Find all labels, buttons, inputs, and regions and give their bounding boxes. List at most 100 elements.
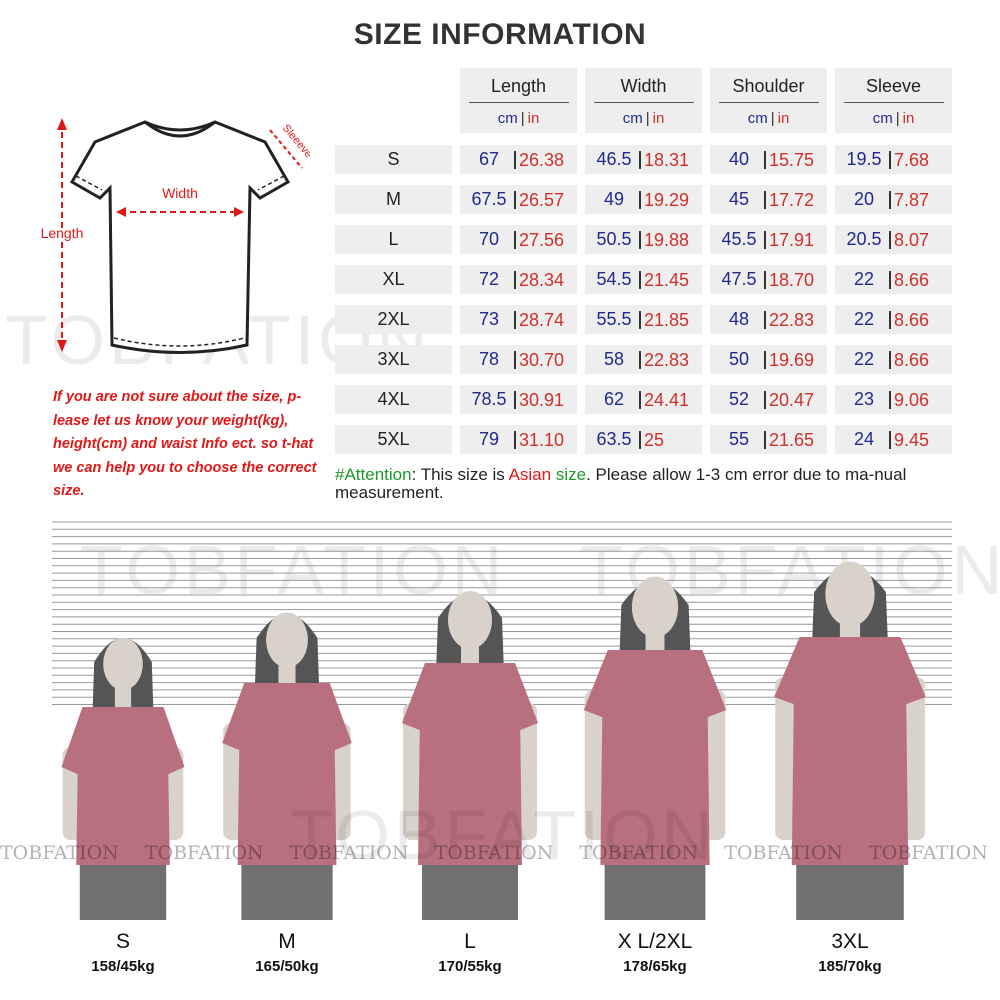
figure-label: L 170/55kg [390, 930, 550, 975]
figure-stats: 165/50kg [255, 958, 319, 975]
in-value: 8.66 [889, 350, 948, 369]
figure-stats: 178/65kg [623, 958, 687, 975]
cm-value: 52 [728, 388, 750, 409]
in-value: 17.72 [764, 190, 823, 209]
in-value: 21.65 [764, 430, 823, 449]
table-cell: 40 15.75 [710, 145, 827, 174]
model-figures [61, 561, 926, 920]
in-value: 19.88 [639, 230, 698, 249]
in-value: 25 [639, 430, 698, 449]
in-value: 20.47 [764, 390, 823, 409]
cm-value: 72 [478, 268, 500, 289]
size-label: 4XL [335, 385, 452, 414]
table-cell: 50.5 19.88 [585, 225, 702, 254]
cm-value: 50 [728, 348, 750, 369]
in-value: 8.07 [889, 230, 948, 249]
cm-value: 47.5 [721, 268, 757, 289]
in-value: 17.91 [764, 230, 823, 249]
model-figure [583, 576, 727, 920]
watermark-row: TOBFATION TOBFATION TOBFATION TOBFATION … [0, 842, 1000, 864]
cm-value: 20.5 [846, 228, 882, 249]
size-label: L [335, 225, 452, 254]
in-value: 28.34 [514, 270, 573, 289]
size-label: 5XL [335, 425, 452, 454]
attention-text: . Please allow 1-3 cm error due to ma-nu… [335, 465, 907, 502]
cm-value: 22 [853, 308, 875, 329]
size-help-note: If you are not sure about the size, p-le… [53, 389, 317, 499]
table-cell: 23 9.06 [835, 385, 952, 414]
length-label: Length [41, 225, 84, 241]
cm-value: 55.5 [596, 308, 632, 329]
in-value: 19.69 [764, 350, 823, 369]
table-cell: 54.5 21.45 [585, 265, 702, 294]
table-cell: 52 20.47 [710, 385, 827, 414]
in-unit: in [652, 110, 665, 127]
figure-stats: 185/70kg [818, 958, 882, 975]
model-figure [402, 591, 538, 920]
cm-value: 23 [853, 388, 875, 409]
size-label: XL [335, 265, 452, 294]
in-value: 9.45 [889, 430, 948, 449]
table-cell: 73 28.74 [460, 305, 577, 334]
in-value: 7.87 [889, 190, 948, 209]
column-name: Shoulder [718, 76, 819, 103]
column-name: Length [468, 76, 569, 103]
column-header-sleeve: Sleeve cm | in [835, 68, 952, 133]
table-cell: 58 22.83 [585, 345, 702, 374]
in-value: 8.66 [889, 310, 948, 329]
table-cell: 55 21.65 [710, 425, 827, 454]
figure-size: S [115, 930, 130, 953]
table-cell: 49 19.29 [585, 185, 702, 214]
size-label: 3XL [335, 345, 452, 374]
in-value: 9.06 [889, 390, 948, 409]
in-value: 22.83 [639, 350, 698, 369]
table-cell: 45.5 17.91 [710, 225, 827, 254]
in-value: 30.91 [514, 390, 573, 409]
in-unit: in [527, 110, 540, 127]
in-unit: in [902, 110, 915, 127]
cm-value: 46.5 [596, 148, 632, 169]
table-cell: 24 9.45 [835, 425, 952, 454]
cm-value: 48 [728, 308, 750, 329]
figure-size: 3XL [831, 930, 869, 953]
attention-text: : This size is [411, 465, 509, 484]
table-cell: 22 8.66 [835, 265, 952, 294]
table-cell: 20.5 8.07 [835, 225, 952, 254]
in-value: 26.38 [514, 150, 573, 169]
watermark: TOBFATION [290, 796, 717, 874]
table-cell: 45 17.72 [710, 185, 827, 214]
figure-label: M 165/50kg [207, 930, 367, 975]
cm-value: 67.5 [471, 188, 507, 209]
model-figure [222, 612, 352, 920]
in-value: 22.83 [764, 310, 823, 329]
cm-value: 40 [728, 148, 750, 169]
width-label: Width [162, 185, 198, 201]
in-value: 31.10 [514, 430, 573, 449]
model-figure [61, 637, 185, 920]
asian-word: Asian [508, 465, 552, 484]
cm-value: 19.5 [846, 148, 882, 169]
in-value: 21.45 [639, 270, 698, 289]
column-name: Width [593, 76, 694, 103]
figure-label: X L/2XL 178/65kg [575, 930, 735, 975]
table-cell: 20 7.87 [835, 185, 952, 214]
in-value: 21.85 [639, 310, 698, 329]
table-cell: 46.5 18.31 [585, 145, 702, 174]
cm-unit: cm [872, 110, 893, 127]
in-value: 7.68 [889, 150, 948, 169]
cm-value: 73 [478, 308, 500, 329]
table-cell: 67 26.38 [460, 145, 577, 174]
table-cell: 72 28.34 [460, 265, 577, 294]
in-value: 26.57 [514, 190, 573, 209]
table-cell: 19.5 7.68 [835, 145, 952, 174]
in-value: 19.29 [639, 190, 698, 209]
table-cell: 63.5 25 [585, 425, 702, 454]
table-cell: 50 19.69 [710, 345, 827, 374]
cm-unit: cm [747, 110, 768, 127]
figure-label: S 158/45kg [43, 930, 203, 975]
cm-value: 55 [728, 428, 750, 449]
in-unit: in [777, 110, 790, 127]
column-name: Sleeve [843, 76, 944, 103]
cm-value: 20 [853, 188, 875, 209]
cm-value: 78 [478, 348, 500, 369]
